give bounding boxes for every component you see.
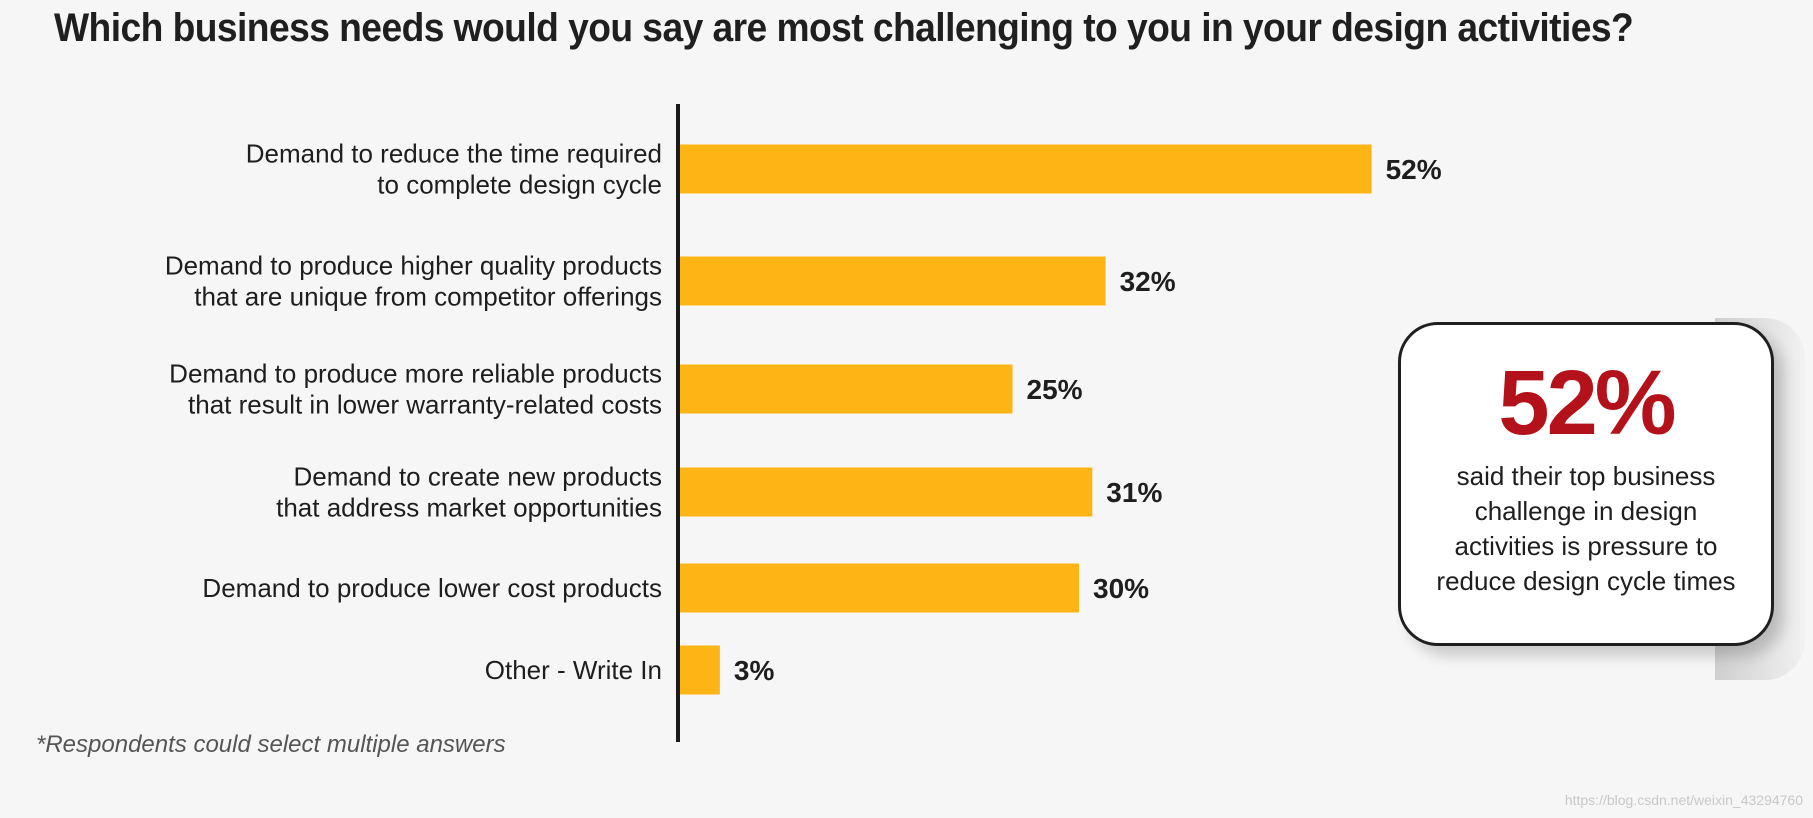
category-label-line: Demand to reduce the time required [246, 139, 662, 169]
category-label-4: Demand to create new products that addres… [276, 462, 662, 523]
category-label-line: Demand to produce more reliable products [169, 359, 662, 389]
bar-5 [680, 563, 1079, 613]
value-label-3: 25% [1027, 374, 1083, 405]
category-label-line: Demand to produce lower cost products [202, 573, 662, 603]
chart-title: Which business needs would you say are m… [54, 6, 1634, 50]
footnote: *Respondents could select multiple answe… [36, 731, 506, 758]
bar-2 [680, 256, 1106, 306]
bar-3 [680, 364, 1013, 414]
callout-box: 52% said their top business challenge in… [1398, 322, 1774, 646]
category-label-5: Demand to produce lower cost products [202, 573, 662, 603]
category-label-3: Demand to produce more reliable products… [169, 359, 662, 420]
value-label-1: 52% [1386, 154, 1442, 185]
bar-4 [680, 467, 1093, 517]
category-label-line: that address market opportunities [276, 493, 662, 523]
callout-text: said their top business challenge in des… [1436, 461, 1736, 596]
category-label-6: Other - Write In [485, 655, 662, 685]
category-label-1: Demand to reduce the time required to com… [246, 139, 662, 200]
category-label-line: to complete design cycle [377, 170, 662, 200]
value-label-6: 3% [734, 655, 775, 686]
bar-1 [680, 144, 1372, 194]
value-label-5: 30% [1093, 573, 1149, 604]
category-label-line: that result in lower warranty-related co… [188, 390, 662, 420]
category-label-line: Demand to produce higher quality product… [165, 251, 662, 281]
category-label-line: Demand to create new products [293, 462, 662, 492]
bar-6 [680, 645, 720, 695]
watermark: https://blog.csdn.net/weixin_43294760 [1564, 792, 1803, 808]
value-label-4: 31% [1106, 477, 1162, 508]
category-label-line: that are unique from competitor offering… [194, 282, 662, 312]
category-label-2: Demand to produce higher quality product… [165, 251, 662, 312]
callout-big-value: 52% [1498, 352, 1676, 454]
category-label-line: Other - Write In [485, 655, 662, 685]
value-label-2: 32% [1120, 266, 1176, 297]
